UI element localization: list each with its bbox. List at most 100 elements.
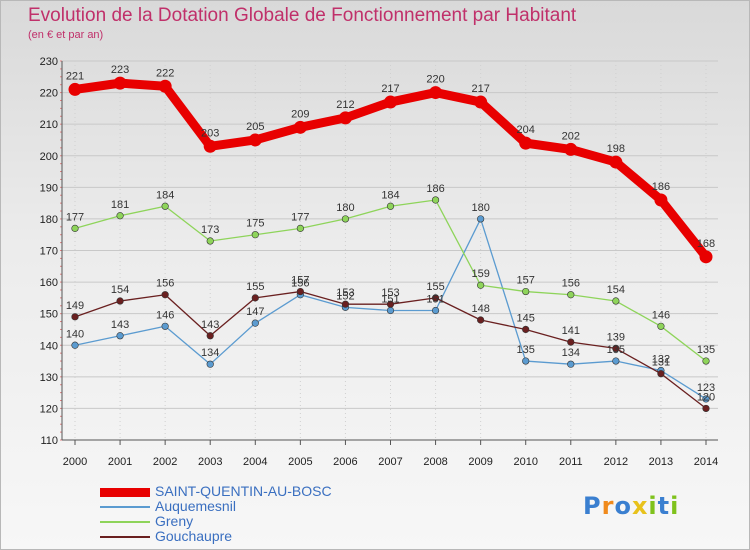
chart-subtitle: (en € et par an) [28,29,104,41]
x-tick-label-2010: 2010 [513,456,537,468]
data-point-0-5 [293,120,307,134]
data-point-1-14 [702,395,710,403]
data-point-1-9 [477,215,485,223]
x-tick-label-2002: 2002 [153,456,177,468]
data-point-2-0 [71,224,79,232]
data-label-0-9: 217 [471,83,489,95]
data-label-3-8: 155 [426,281,444,293]
y-tick-label-180: 180 [40,214,58,226]
data-label-2-14: 135 [697,344,715,356]
data-label-3-12: 139 [607,331,625,343]
data-label-3-9: 148 [471,303,489,315]
data-point-2-10 [522,287,530,296]
x-tick-label-2000: 2000 [63,456,87,468]
x-tick-label-2005: 2005 [288,456,312,468]
data-point-0-2 [158,79,172,93]
y-tick-label-150: 150 [40,309,58,321]
data-label-1-11: 134 [562,347,580,359]
data-point-1-1 [116,332,124,340]
data-point-3-8 [431,294,440,302]
logo-letter: P [583,492,602,520]
legend-swatch-0 [100,488,150,497]
data-label-0-11: 202 [562,130,580,142]
data-label-1-3: 134 [201,347,219,359]
data-point-2-1 [116,212,124,220]
data-label-3-1: 154 [111,284,129,296]
data-label-0-3: 203 [201,127,219,139]
data-label-1-12: 135 [607,344,625,356]
data-label-0-12: 198 [607,143,625,155]
data-point-0-10 [519,136,533,150]
data-label-1-13: 132 [652,354,670,366]
data-point-0-3 [203,139,217,153]
data-point-1-0 [71,341,79,349]
data-label-2-9: 159 [471,268,489,280]
x-tick-label-2009: 2009 [468,456,492,468]
data-point-3-4 [251,294,259,302]
proxiti-logo: Proxiti [583,492,679,520]
legend-swatch-2 [100,521,150,523]
data-point-2-11 [567,291,575,299]
data-label-2-0: 177 [66,211,84,223]
data-point-3-10 [522,325,530,334]
data-label-3-0: 149 [66,300,84,312]
legend-label-0: SAINT-QUENTIN-AU-BOSC [155,483,332,499]
y-tick-label-230: 230 [40,56,58,68]
logo-letter: i [648,492,658,520]
data-point-2-3 [206,237,214,245]
data-label-0-6: 212 [336,99,354,111]
data-point-0-13 [654,193,668,207]
data-label-2-10: 157 [517,275,535,287]
data-point-1-10 [522,357,530,365]
data-label-1-2: 146 [156,309,174,321]
data-point-1-7 [386,306,395,315]
x-tick-label-2007: 2007 [378,456,402,468]
data-point-2-13 [657,322,665,330]
data-label-0-2: 222 [156,67,174,79]
chart-title: Evolution de la Dotation Globale de Fonc… [28,5,577,26]
x-tick-label-2001: 2001 [108,456,132,468]
data-point-0-14 [699,250,713,264]
data-point-0-7 [384,95,397,109]
data-label-0-13: 186 [652,181,670,193]
data-label-3-13: 131 [652,357,670,369]
x-tick-label-2004: 2004 [243,456,267,468]
x-tick-label-2011: 2011 [559,456,583,468]
data-point-3-13 [657,370,665,378]
data-point-0-1 [113,76,127,90]
data-point-1-2 [161,322,169,330]
data-label-0-14: 168 [697,238,715,250]
data-label-2-5: 177 [291,211,309,223]
data-label-2-1: 181 [111,199,129,211]
data-point-0-11 [564,142,578,156]
data-point-2-7 [386,202,395,210]
data-label-3-10: 145 [517,312,535,324]
data-point-2-9 [477,281,485,289]
data-point-3-9 [477,316,485,324]
data-label-1-10: 135 [517,344,535,356]
data-label-2-3: 173 [201,224,219,236]
data-point-3-2 [161,291,169,299]
data-label-3-4: 155 [246,281,264,293]
data-point-2-12 [612,297,620,305]
data-label-3-3: 143 [201,319,219,331]
data-label-1-0: 140 [66,328,84,340]
logo-letter: x [631,492,649,520]
data-label-3-11: 141 [562,325,580,337]
data-label-0-0: 221 [66,70,84,82]
data-point-2-2 [161,202,169,210]
logo-letter: r [601,492,615,520]
y-tick-label-140: 140 [40,340,58,352]
data-label-1-7: 151 [381,294,399,306]
y-tick-label-110: 110 [40,435,58,447]
logo-letter: o [614,492,632,520]
data-point-1-12 [612,357,620,365]
y-tick-label-160: 160 [40,277,58,289]
data-point-3-12 [612,344,620,353]
data-point-3-5 [296,287,304,296]
x-tick-label-2008: 2008 [423,456,447,468]
data-point-3-11 [567,338,575,346]
data-label-1-14: 123 [697,382,715,394]
